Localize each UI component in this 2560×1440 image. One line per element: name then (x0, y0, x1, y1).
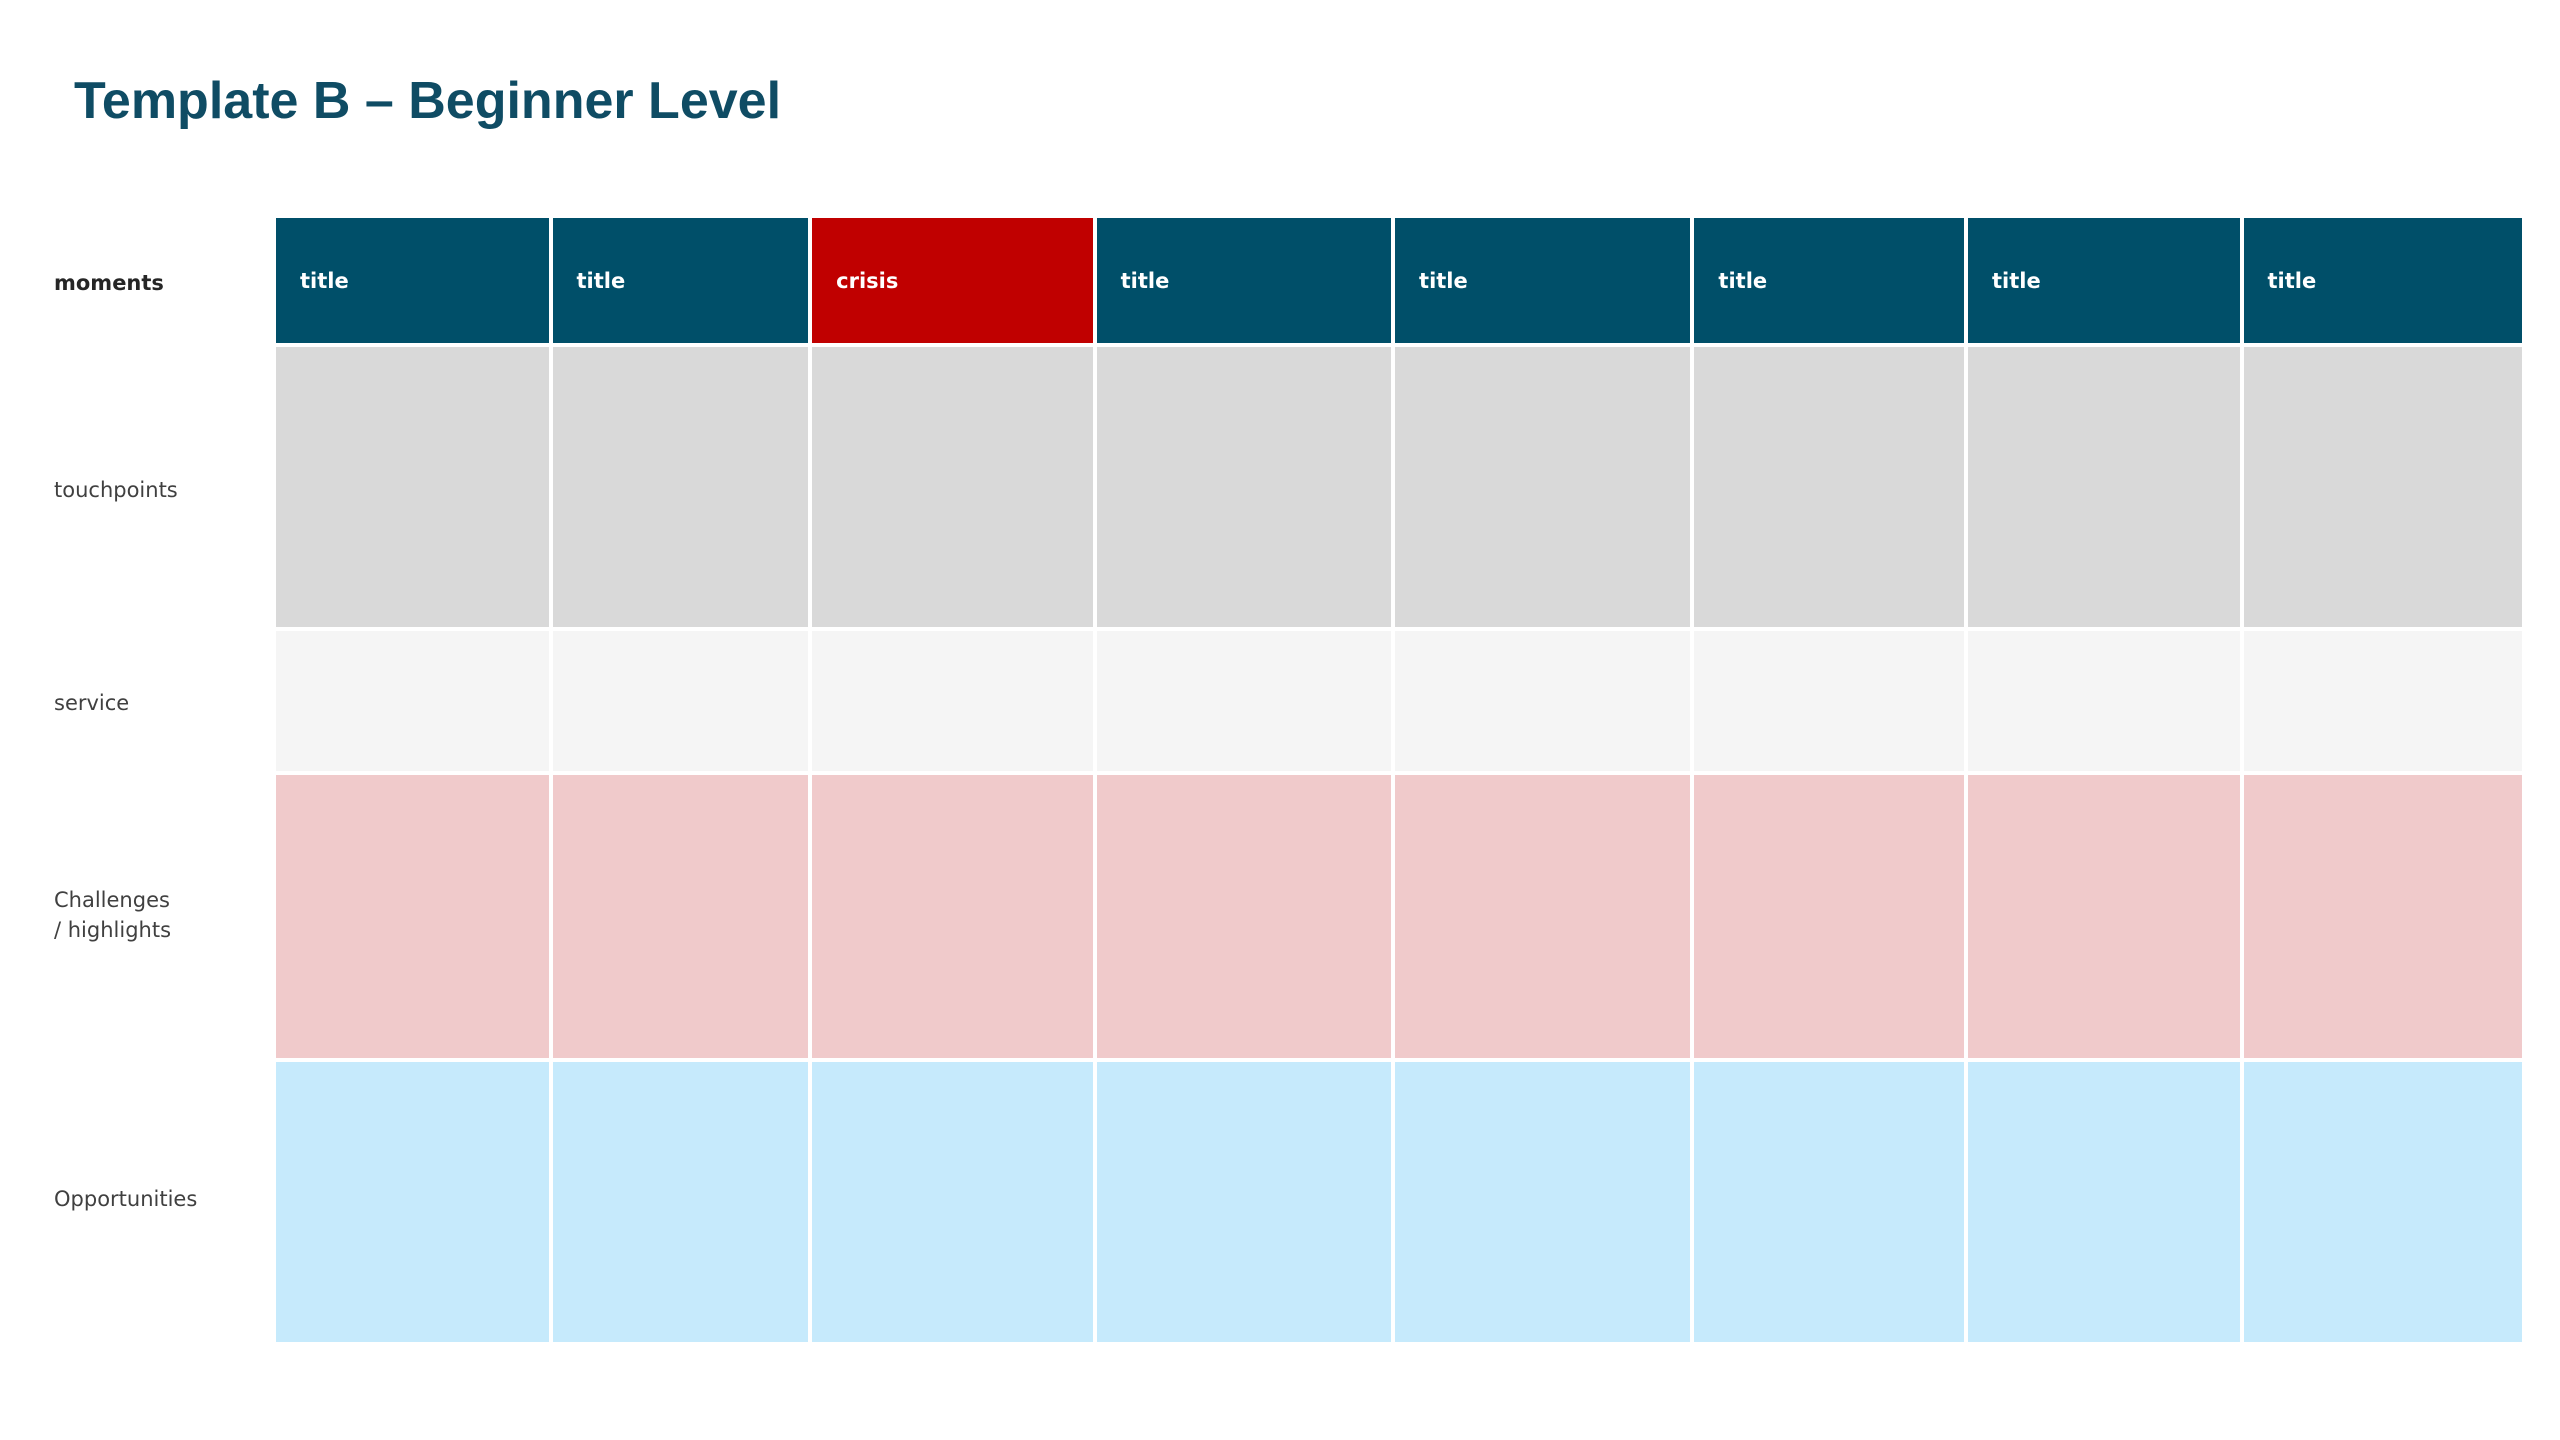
journey-map-grid: title title crisis title title title title titl… (276, 218, 2522, 1342)
row-label-challenges-line-1: Challenges (54, 888, 170, 912)
challenges-cell (1395, 775, 1691, 1058)
challenges-cell (1967, 775, 2240, 1058)
touchpoints-cell (2243, 347, 2522, 627)
opportunities-cell (1096, 1062, 1392, 1342)
row-label-moments: moments (54, 271, 164, 295)
row-label-opportunities: Opportunities (54, 1187, 198, 1211)
opportunities-cell (1967, 1062, 2240, 1342)
moment-header: title (276, 218, 549, 343)
opportunities-cell (552, 1062, 809, 1342)
service-cell (1694, 631, 1964, 771)
opportunities-cell (1694, 1062, 1964, 1342)
service-cell (1096, 631, 1392, 771)
touchpoints-cell (552, 347, 809, 627)
service-cell (812, 631, 1093, 771)
slide-title: Template B – Beginner Level (74, 72, 782, 130)
opportunities-cell (276, 1062, 549, 1342)
touchpoints-cell (1967, 347, 2240, 627)
service-cell (1395, 631, 1691, 771)
row-label-service: service (54, 691, 130, 715)
row-label-challenges: Challenges / highlights (54, 885, 171, 945)
opportunities-cell (1395, 1062, 1691, 1342)
challenges-cell (1694, 775, 1964, 1058)
moment-header: title (1096, 218, 1392, 343)
challenges-cell (1096, 775, 1392, 1058)
touchpoints-cell (1395, 347, 1691, 627)
service-cell (552, 631, 809, 771)
moment-header: title (552, 218, 809, 343)
moment-header: title (1395, 218, 1691, 343)
touchpoints-cell (276, 347, 549, 627)
service-cell (1967, 631, 2240, 771)
touchpoints-cell (1694, 347, 1964, 627)
challenges-cell (276, 775, 549, 1058)
opportunities-cell (812, 1062, 1093, 1342)
touchpoints-cell (812, 347, 1093, 627)
moment-header: title (1967, 218, 2240, 343)
service-cell (2243, 631, 2522, 771)
challenges-cell (2243, 775, 2522, 1058)
row-label-challenges-line-2: / highlights (54, 918, 172, 942)
opportunities-cell (2243, 1062, 2522, 1342)
service-cell (276, 631, 549, 771)
touchpoints-cell (1096, 347, 1392, 627)
row-label-touchpoints: touchpoints (54, 478, 178, 502)
moment-header-crisis: crisis (812, 218, 1093, 343)
moment-header: title (1694, 218, 1964, 343)
moment-header: title (2243, 218, 2522, 343)
challenges-cell (812, 775, 1093, 1058)
challenges-cell (552, 775, 809, 1058)
